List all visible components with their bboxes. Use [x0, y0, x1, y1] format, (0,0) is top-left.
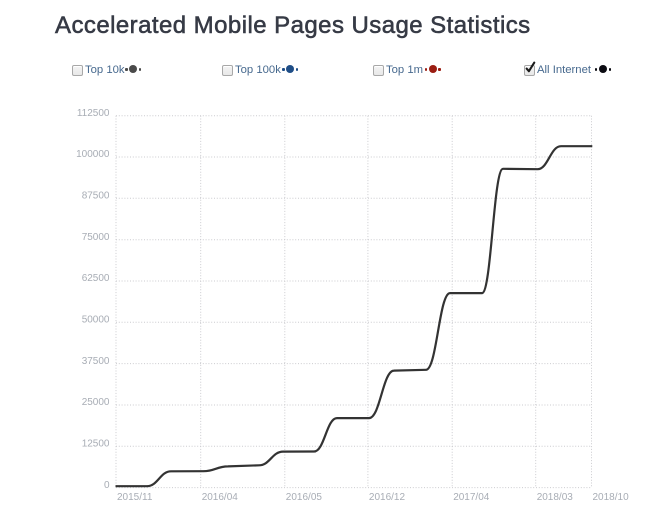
svg-text:37500: 37500 — [82, 356, 110, 367]
svg-text:2016/12: 2016/12 — [369, 492, 406, 503]
svg-text:12500: 12500 — [82, 439, 110, 450]
svg-text:2015/11: 2015/11 — [117, 492, 153, 503]
svg-text:50000: 50000 — [82, 315, 110, 326]
svg-text:112500: 112500 — [77, 108, 110, 119]
svg-text:62500: 62500 — [82, 273, 110, 284]
svg-text:2016/04: 2016/04 — [202, 492, 239, 503]
svg-text:2018/10: 2018/10 — [593, 492, 630, 503]
svg-text:75000: 75000 — [82, 232, 110, 243]
svg-text:100000: 100000 — [76, 149, 110, 160]
svg-text:2017/04: 2017/04 — [453, 492, 490, 503]
svg-text:0: 0 — [104, 480, 110, 491]
svg-text:2016/05: 2016/05 — [286, 492, 323, 503]
svg-text:25000: 25000 — [82, 397, 110, 408]
svg-text:87500: 87500 — [82, 191, 110, 202]
svg-text:2018/03: 2018/03 — [537, 492, 574, 503]
